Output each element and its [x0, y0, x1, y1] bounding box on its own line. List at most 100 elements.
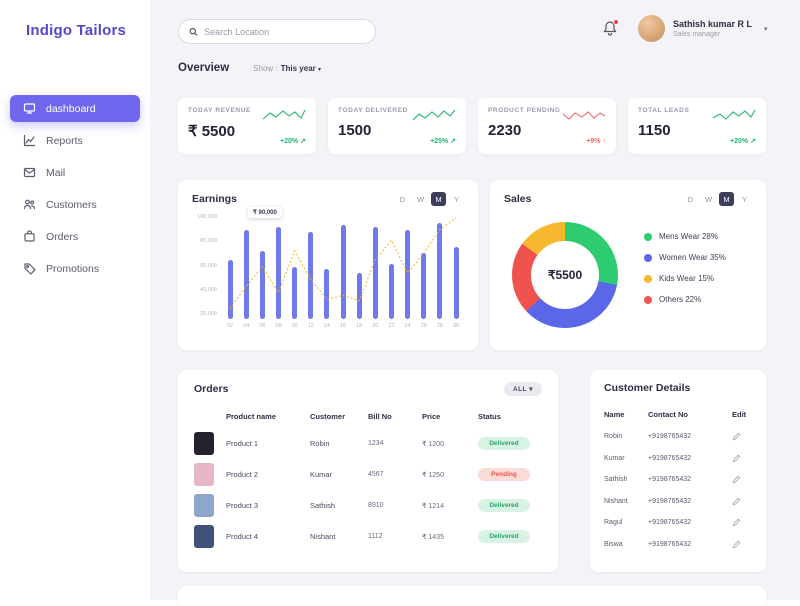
stat-card: TODAY REVENUE ₹ 5500 +20% ↗ [178, 98, 316, 154]
stat-change: +20% ↗ [730, 138, 756, 145]
user-name: Sathish kumar R L [673, 19, 753, 29]
range-month-button[interactable]: M [719, 192, 734, 206]
earnings-bar [303, 214, 319, 319]
product-thumbnail [194, 525, 214, 548]
search-icon [189, 27, 198, 36]
order-row: Product 4 Nishant 1112 ₹ 1435 Delivered [194, 521, 542, 552]
sparkline-icon [712, 109, 756, 120]
legend-item: Kids Wear 15% [644, 274, 726, 283]
earnings-bar [238, 214, 254, 319]
sidebar-item-dashboard[interactable]: dashboard [10, 95, 140, 122]
sidebar-item-reports[interactable]: Reports [10, 127, 140, 154]
stat-card: TOTAL LEADS 1150 +20% ↗ [628, 98, 766, 154]
chevron-down-icon: ▾ [318, 67, 322, 73]
show-filter[interactable]: Show : This year ▾ [253, 64, 321, 73]
stat-value: 2230 [488, 122, 522, 139]
stat-label: PRODUCT PENDING [488, 107, 561, 114]
search-input[interactable] [204, 26, 365, 37]
user-role: Sales manager [673, 31, 721, 38]
customer-row: Ragul +9198765432 [604, 512, 752, 534]
bottom-card-partial [178, 586, 766, 606]
earnings-bar [416, 214, 432, 319]
range-week-button[interactable]: W [416, 194, 425, 204]
stat-card: TODAY DELIVERED 1500 +25% ↗ [328, 98, 466, 154]
earnings-bar [335, 214, 351, 319]
sidebar-item-mail[interactable]: Mail [10, 159, 140, 186]
orders-table-header: Product name Customer Bill No Price Stat… [226, 411, 501, 421]
customer-table: Name Contact No Edit Robin +9198765432 K… [604, 402, 752, 555]
earnings-bar [270, 214, 286, 319]
legend-item: Mens Wear 28% [644, 232, 726, 241]
range-week-button[interactable]: W [704, 194, 713, 204]
notification-bell-icon[interactable] [602, 19, 619, 39]
trend-line-overlay [222, 214, 464, 319]
main-content: Sathish kumar R L Sales manager ▾ Overvi… [150, 0, 800, 606]
earnings-range-toggle: D W M Y [395, 192, 464, 206]
stat-change: +20% ↗ [280, 138, 306, 145]
sidebar-item-label: Orders [46, 230, 79, 243]
edit-icon[interactable] [732, 432, 752, 441]
page-title: Overview [178, 62, 230, 74]
stat-label: TOTAL LEADS [638, 107, 690, 114]
customers-icon [23, 198, 36, 211]
sidebar-item-orders[interactable]: Orders [10, 223, 140, 250]
edit-icon[interactable] [732, 497, 752, 506]
sidebar-item-customers[interactable]: Customers [10, 191, 140, 218]
order-row: Product 1 Robin 1234 ₹ 1200 Delivered [194, 428, 542, 459]
stat-value: ₹ 5500 [188, 123, 236, 140]
sidebar-item-label: Mail [46, 166, 66, 179]
orders-filter-button[interactable]: ALL ▾ [503, 382, 542, 396]
earnings-bar [351, 214, 367, 319]
range-month-button[interactable]: M [431, 192, 446, 206]
edit-icon[interactable] [732, 518, 752, 527]
orders-icon [23, 230, 36, 243]
edit-icon[interactable] [732, 540, 752, 549]
sparkline-icon [412, 109, 456, 121]
x-axis-labels: 02 04 06 08 10 12 14 16 18 20 22 24 26 28 30 [227, 323, 460, 329]
range-day-button[interactable]: D [687, 194, 694, 204]
earnings-bar [400, 214, 416, 319]
sidebar-item-label: dashboard [46, 102, 96, 115]
user-menu[interactable]: Sathish kumar R L Sales manager ▾ [638, 15, 768, 42]
sidebar-item-label: Customers [46, 198, 97, 211]
avatar [638, 15, 665, 42]
earnings-bar [319, 214, 335, 319]
range-year-button[interactable]: Y [741, 194, 747, 204]
sales-legend: Mens Wear 28% Women Wear 35% Kids Wear 1… [644, 232, 726, 304]
status-badge: Pending [478, 468, 530, 481]
sidebar-item-label: Reports [46, 134, 83, 147]
edit-icon[interactable] [732, 454, 752, 463]
order-row: Product 2 Kumar 4567 ₹ 1250 Pending [194, 459, 542, 490]
orders-title: Orders [194, 383, 229, 395]
sidebar-menu: dashboard Reports Mail Customers Orders [0, 95, 150, 282]
show-value: This year [280, 64, 316, 73]
product-thumbnail [194, 494, 214, 517]
status-badge: Delivered [478, 530, 530, 543]
legend-item: Women Wear 35% [644, 253, 726, 262]
status-badge: Delivered [478, 499, 530, 512]
sidebar-item-promotions[interactable]: Promotions [10, 255, 140, 282]
bars [222, 214, 464, 319]
app-logo: Indigo Tailors [26, 22, 127, 39]
orders-table: Product name Customer Bill No Price Stat… [194, 404, 542, 552]
dashboard-icon [23, 102, 36, 115]
earnings-title: Earnings [192, 193, 237, 205]
y-axis-labels: 100,000 80,000 60,000 40,000 20,000 [197, 214, 217, 317]
earnings-card: Earnings D W M Y 100,000 80,000 60,000 40,0… [178, 180, 478, 350]
notification-dot [613, 19, 619, 25]
trend-arrow-icon: ↗ [750, 138, 756, 145]
earnings-bar [287, 214, 303, 319]
search-box [178, 19, 376, 44]
product-thumbnail [194, 432, 214, 455]
stats-row: TODAY REVENUE ₹ 5500 +20% ↗ TODAY DELIVE… [178, 98, 766, 154]
range-day-button[interactable]: D [399, 194, 406, 204]
edit-icon[interactable] [732, 475, 752, 484]
sales-title: Sales [504, 193, 532, 205]
range-year-button[interactable]: Y [453, 194, 459, 204]
customer-row: Kumar +9198765432 [604, 448, 752, 470]
stat-card: PRODUCT PENDING 2230 +9% ↑ [478, 98, 616, 154]
product-thumbnail [194, 463, 214, 486]
earnings-bar [254, 214, 270, 319]
trend-arrow-icon: ↑ [602, 138, 607, 145]
sparkline-icon [262, 109, 306, 120]
